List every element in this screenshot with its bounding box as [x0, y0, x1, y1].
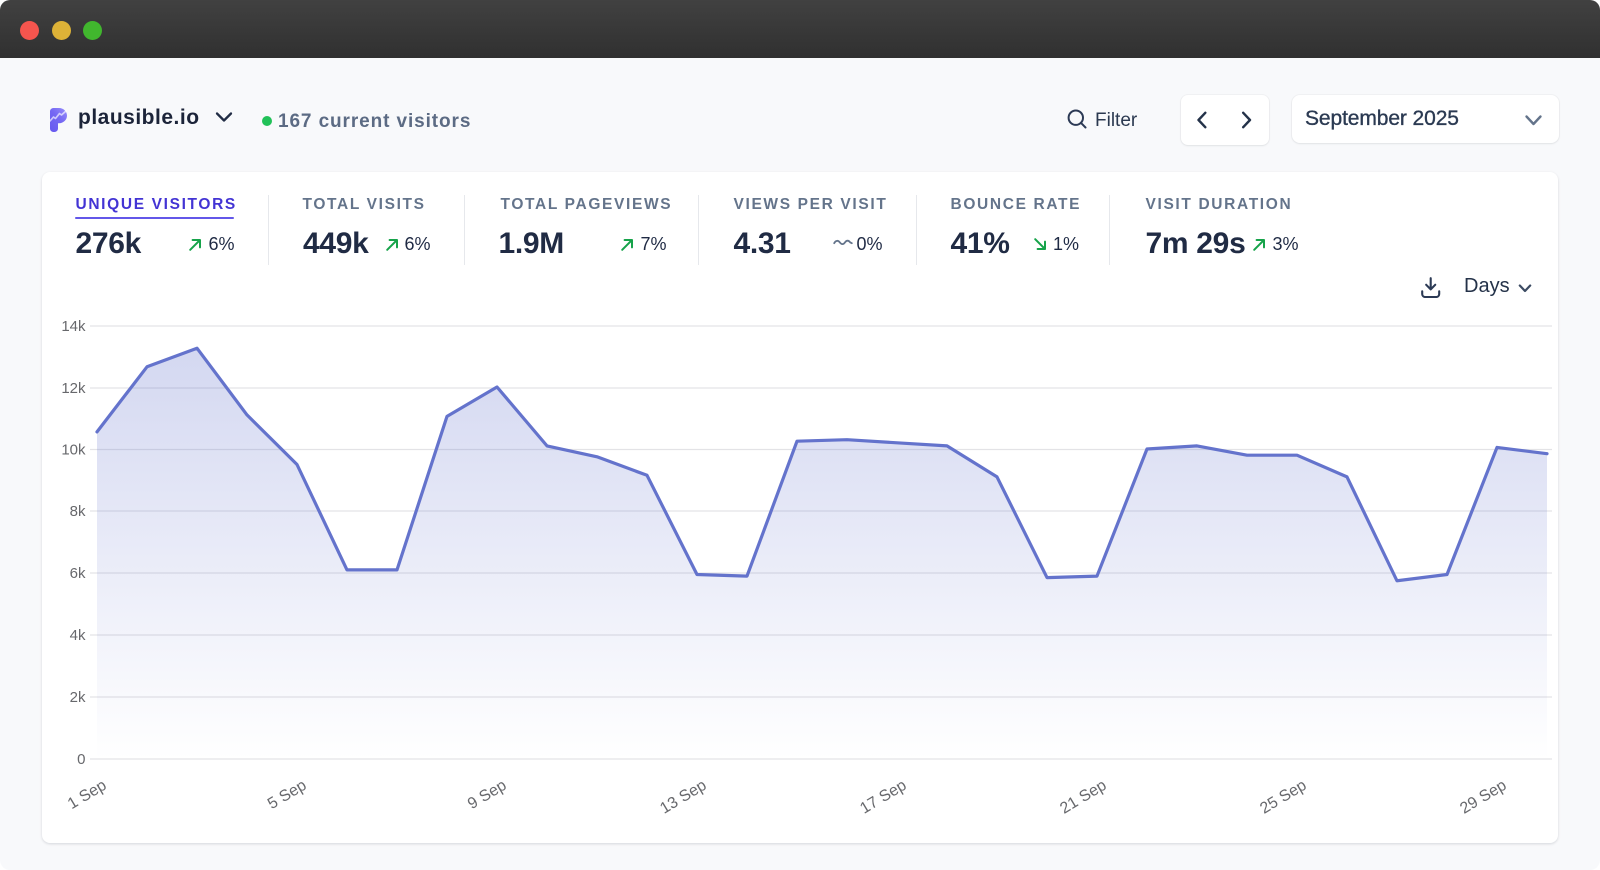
- svg-text:5 Sep: 5 Sep: [265, 777, 310, 813]
- svg-text:9 Sep: 9 Sep: [465, 777, 510, 813]
- svg-text:25 Sep: 25 Sep: [1257, 777, 1309, 818]
- svg-text:10k: 10k: [61, 442, 86, 459]
- svg-text:13 Sep: 13 Sep: [657, 777, 709, 818]
- svg-text:12k: 12k: [61, 380, 86, 397]
- svg-text:2k: 2k: [70, 689, 86, 706]
- svg-text:14k: 14k: [61, 318, 86, 335]
- svg-text:21 Sep: 21 Sep: [1057, 777, 1109, 818]
- svg-text:8k: 8k: [70, 503, 86, 520]
- svg-text:29 Sep: 29 Sep: [1457, 777, 1509, 818]
- svg-text:17 Sep: 17 Sep: [857, 777, 909, 818]
- svg-text:4k: 4k: [70, 627, 86, 644]
- svg-text:6k: 6k: [70, 565, 86, 582]
- svg-text:1 Sep: 1 Sep: [65, 777, 110, 813]
- svg-text:0: 0: [77, 751, 85, 768]
